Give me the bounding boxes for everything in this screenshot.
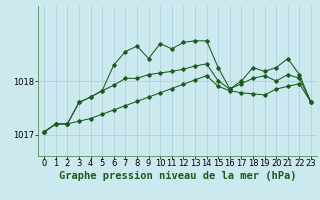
X-axis label: Graphe pression niveau de la mer (hPa): Graphe pression niveau de la mer (hPa) [59,171,296,181]
